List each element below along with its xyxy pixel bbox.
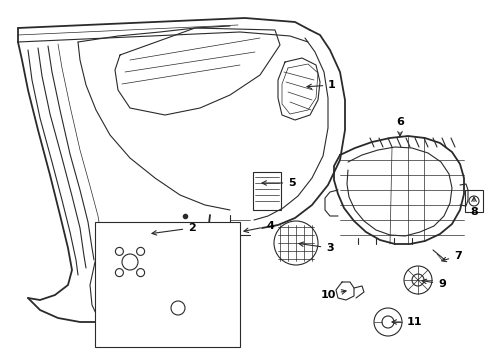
Text: 4: 4: [244, 221, 273, 233]
Text: 7: 7: [441, 251, 461, 262]
Text: 11: 11: [391, 317, 421, 327]
Text: 3: 3: [298, 242, 333, 253]
Text: 10: 10: [320, 290, 346, 300]
Bar: [252, 172, 281, 210]
Text: 8: 8: [469, 197, 477, 217]
Text: 5: 5: [262, 178, 295, 188]
Bar: [95, 222, 240, 347]
Text: 6: 6: [395, 117, 403, 136]
Text: 9: 9: [421, 279, 445, 289]
Bar: [464, 190, 482, 212]
Text: 1: 1: [306, 80, 335, 90]
Text: 2: 2: [152, 223, 196, 235]
